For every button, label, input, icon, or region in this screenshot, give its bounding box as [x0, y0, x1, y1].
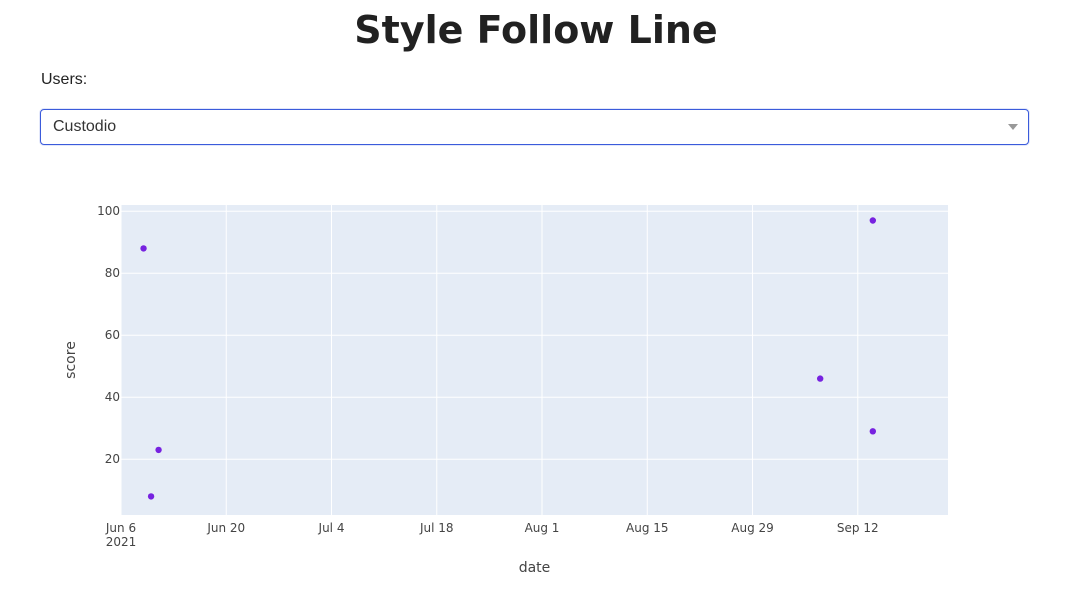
chevron-down-icon[interactable] — [1008, 124, 1018, 130]
x-tick-label: Jun 6 — [105, 521, 136, 535]
x-tick-label: Aug 15 — [626, 521, 669, 535]
page-title: Style Follow Line — [354, 8, 718, 52]
x-tick-label: Aug 1 — [525, 521, 560, 535]
dropdown-selected-value: Custodio — [53, 118, 117, 135]
data-point — [869, 217, 877, 224]
data-point — [816, 375, 824, 382]
x-tick-label: Jul 4 — [318, 521, 345, 535]
y-tick-label: 100 — [97, 204, 120, 218]
x-tick-label: Aug 29 — [731, 521, 774, 535]
x-tick-label: Sep 12 — [837, 521, 879, 535]
plot-background — [121, 205, 948, 515]
users-label: Users: — [41, 71, 88, 88]
y-tick-label: 20 — [105, 452, 120, 466]
y-tick-label: 40 — [105, 390, 120, 404]
x-tick-sublabel: 2021 — [106, 535, 137, 549]
data-point — [140, 245, 147, 252]
x-tick-label: Jul 18 — [419, 521, 454, 535]
data-point — [869, 428, 877, 435]
y-axis-title: score — [63, 341, 79, 379]
users-dropdown[interactable]: Custodio — [40, 109, 1029, 145]
y-tick-label: 80 — [105, 266, 120, 280]
x-tick-label: Jun 20 — [206, 521, 245, 535]
data-point — [155, 446, 162, 454]
data-point — [147, 493, 155, 500]
y-tick-label: 60 — [105, 328, 120, 342]
x-axis-title: date — [519, 560, 551, 576]
